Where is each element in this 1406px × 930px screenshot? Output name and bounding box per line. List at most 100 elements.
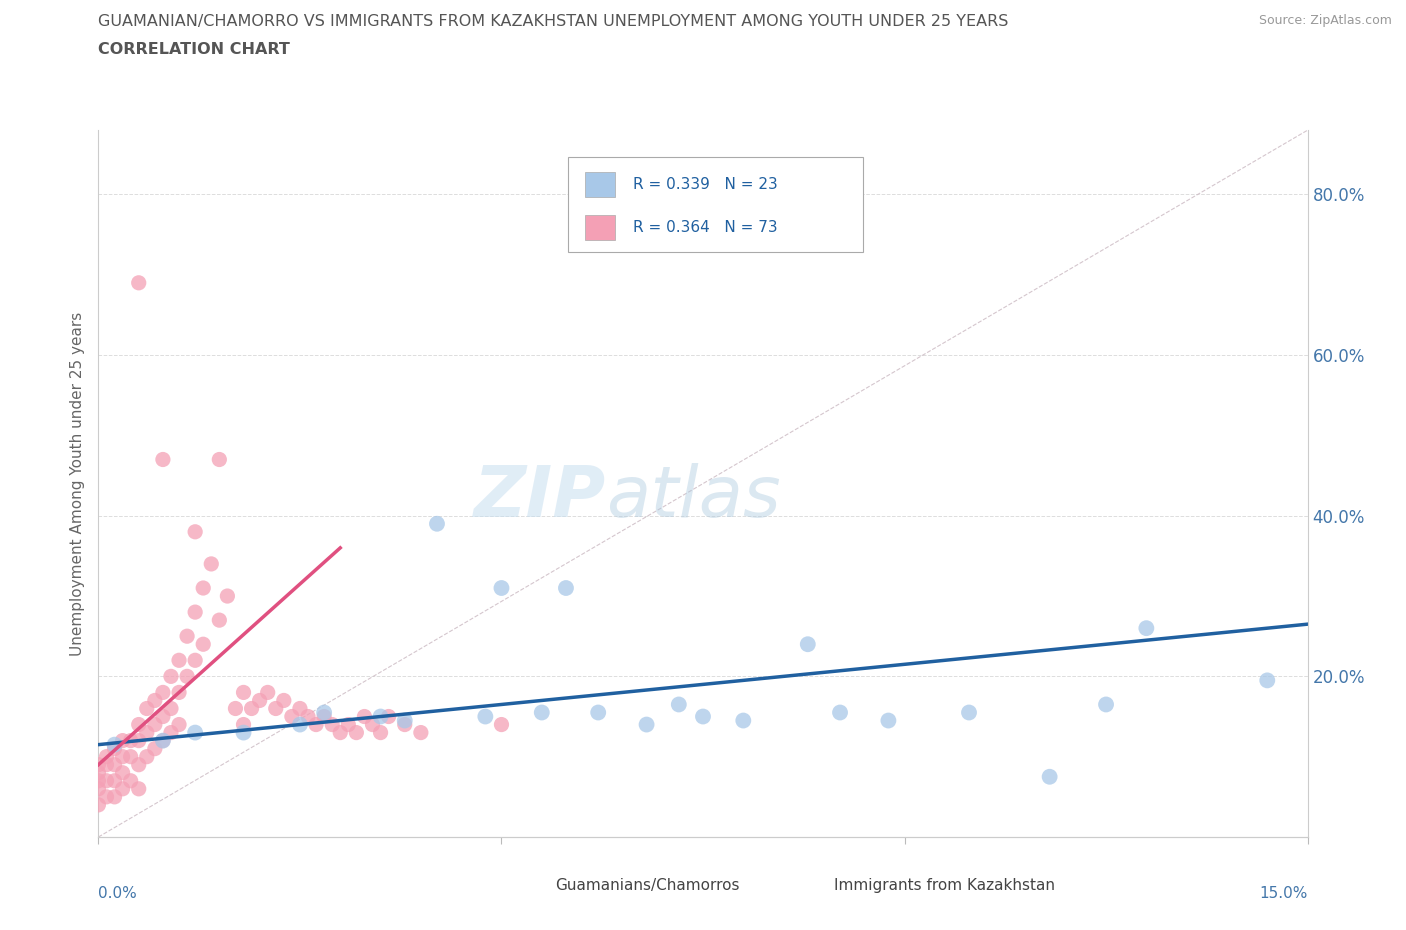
Point <box>232 717 254 732</box>
Text: R = 0.339   N = 23: R = 0.339 N = 23 <box>633 177 778 192</box>
Point <box>128 781 150 796</box>
Point <box>152 709 174 724</box>
Point <box>152 733 174 748</box>
Point <box>361 717 384 732</box>
FancyBboxPatch shape <box>585 215 614 240</box>
Point <box>337 717 360 732</box>
Point <box>240 701 263 716</box>
Point <box>176 669 198 684</box>
Point <box>135 725 157 740</box>
Point <box>288 717 311 732</box>
Point <box>184 525 207 539</box>
Point <box>128 733 150 748</box>
Point <box>329 725 352 740</box>
Point <box>370 725 392 740</box>
Point <box>733 713 755 728</box>
Text: atlas: atlas <box>606 463 780 532</box>
Point <box>128 757 150 772</box>
Point <box>957 705 980 720</box>
Point <box>668 698 690 712</box>
Point <box>193 637 215 652</box>
FancyBboxPatch shape <box>522 872 548 897</box>
Point <box>208 613 231 628</box>
Point <box>491 717 513 732</box>
Point <box>474 709 496 724</box>
Point <box>877 713 900 728</box>
Point <box>167 653 190 668</box>
Point <box>305 717 328 732</box>
Text: R = 0.364   N = 73: R = 0.364 N = 73 <box>633 219 778 235</box>
Y-axis label: Unemployment Among Youth under 25 years: Unemployment Among Youth under 25 years <box>70 312 86 656</box>
Point <box>636 717 658 732</box>
Point <box>1135 620 1157 635</box>
Point <box>176 629 198 644</box>
Point <box>167 717 190 732</box>
Point <box>152 452 174 467</box>
Point <box>297 709 319 724</box>
Point <box>96 774 118 789</box>
Point <box>232 685 254 700</box>
Point <box>491 580 513 595</box>
Point <box>160 725 183 740</box>
Point <box>208 452 231 467</box>
Point <box>200 556 222 571</box>
FancyBboxPatch shape <box>585 172 614 196</box>
Point <box>111 765 134 780</box>
Point <box>314 705 336 720</box>
Point <box>828 705 851 720</box>
Point <box>232 725 254 740</box>
Text: Source: ZipAtlas.com: Source: ZipAtlas.com <box>1258 14 1392 27</box>
Point <box>1256 673 1278 688</box>
Point <box>152 685 174 700</box>
Point <box>264 701 287 716</box>
Text: GUAMANIAN/CHAMORRO VS IMMIGRANTS FROM KAZAKHSTAN UNEMPLOYMENT AMONG YOUTH UNDER : GUAMANIAN/CHAMORRO VS IMMIGRANTS FROM KA… <box>98 14 1008 29</box>
Point <box>111 733 134 748</box>
Point <box>288 701 311 716</box>
Point <box>193 580 215 595</box>
FancyBboxPatch shape <box>568 157 863 252</box>
Text: Immigrants from Kazakhstan: Immigrants from Kazakhstan <box>834 878 1054 893</box>
Point <box>87 774 110 789</box>
Point <box>143 717 166 732</box>
Point <box>1039 769 1062 784</box>
Text: 15.0%: 15.0% <box>1260 886 1308 901</box>
Point <box>530 705 553 720</box>
Point <box>370 709 392 724</box>
Point <box>409 725 432 740</box>
Point <box>184 604 207 619</box>
Text: Guamanians/Chamorros: Guamanians/Chamorros <box>555 878 740 893</box>
Point <box>692 709 714 724</box>
Point <box>184 653 207 668</box>
Point <box>256 685 278 700</box>
Point <box>217 589 239 604</box>
Point <box>249 693 271 708</box>
Point <box>160 669 183 684</box>
Text: 0.0%: 0.0% <box>98 886 138 901</box>
Point <box>394 713 416 728</box>
Point <box>314 709 336 724</box>
Point <box>281 709 304 724</box>
Point <box>184 725 207 740</box>
Point <box>128 717 150 732</box>
Point <box>103 790 125 804</box>
Point <box>152 733 174 748</box>
Point <box>87 797 110 812</box>
Point <box>353 709 375 724</box>
Point <box>167 685 190 700</box>
Point <box>224 701 246 716</box>
Point <box>135 750 157 764</box>
Point <box>394 717 416 732</box>
Point <box>120 774 142 789</box>
Point <box>120 750 142 764</box>
Point <box>103 741 125 756</box>
Point <box>555 580 578 595</box>
Point <box>87 765 110 780</box>
Point <box>120 733 142 748</box>
Point <box>143 741 166 756</box>
Point <box>96 757 118 772</box>
Point <box>586 705 609 720</box>
Point <box>111 781 134 796</box>
Point <box>273 693 295 708</box>
Point <box>135 701 157 716</box>
Point <box>87 757 110 772</box>
